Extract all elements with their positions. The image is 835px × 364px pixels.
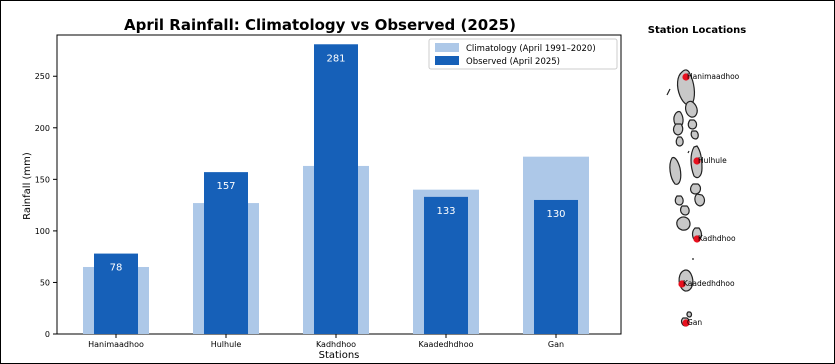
x-axis-ticks: Hanimaadhoo Hulhule Kadhdhoo Kaadedhdhoo Gan [88,334,564,349]
legend-swatch-climatology [435,43,459,52]
legend-box [428,38,618,70]
island-shaviyani [673,110,684,128]
map-title: Station Locations [648,25,747,36]
station-markers: Hanimaadhoo Hulhule Kadhdhoo Kaadedhdhoo Gan [678,72,740,327]
station-label: Gan [687,318,702,327]
station-marker [678,280,686,288]
y-tick-label: 100 [35,227,50,236]
atoll-shapes [669,69,706,327]
legend: Climatology (April 1991–2020) Observed (… [428,38,618,70]
x-tick-label: Hanimaadhoo [88,340,144,349]
observed-bar-label: 281 [326,53,345,64]
island-faafu [674,195,684,206]
island-baa [675,136,684,147]
island-sliver-mid [687,150,690,154]
observed-bar-label: 130 [546,209,565,220]
y-tick-label: 200 [35,124,50,133]
station-marker [682,73,690,81]
observed-bar [424,196,468,334]
observed-bar-label: 78 [110,263,123,274]
y-axis-ticks: 0 50 100 150 200 250 [35,72,57,339]
observed-bar-label: 157 [216,181,235,192]
atoll-slivers [666,88,694,260]
observed-bar [534,199,578,334]
y-tick-label: 50 [40,278,50,287]
station-map: Station Locations Hanimaadhoo [648,25,747,327]
legend-label-climatology: Climatology (April 1991–2020) [466,44,596,54]
observed-bar [94,253,138,334]
bar-chart: April Rainfall: Climatology vs Observed … [22,16,622,361]
island-lhaviyani [690,130,699,140]
y-tick-label: 150 [35,175,50,184]
y-tick-label: 0 [45,330,50,339]
island-haa-dhaalu [685,100,698,118]
island-dhaalu [680,205,690,216]
y-axis-label: Rainfall (mm) [22,152,33,220]
chart-title: April Rainfall: Climatology vs Observed … [124,16,516,34]
station-label: Kadhdhoo [698,234,736,243]
observed-bar-label: 133 [436,206,455,217]
island-meemu [694,193,706,207]
island-gnaviyani [686,311,693,318]
station-label: Kaadedhdhoo [683,279,735,288]
island-noonu [672,123,684,136]
station-label: Hanimaadhoo [687,72,740,81]
observed-bar [204,172,248,334]
observed-bar [314,44,358,335]
y-tick-label: 250 [35,72,50,81]
station-marker [682,319,690,327]
station-marker [693,235,701,243]
island-raa [687,119,698,130]
island-alif-alif [669,156,682,185]
island-sliver-north [666,88,671,96]
station-marker [693,157,701,165]
observed-bars [94,44,578,335]
x-axis-label: Stations [319,350,360,361]
island-thaa [676,216,691,231]
bar-value-labels: 78 157 281 133 130 [110,53,566,273]
legend-swatch-observed [435,56,459,65]
island-vaavu [690,183,702,195]
station-label: Hulhule [698,156,727,165]
x-tick-label: Gan [548,340,564,349]
legend-label-observed: Observed (April 2025) [466,57,560,67]
x-tick-label: Kaadedhdhoo [419,340,474,349]
x-tick-label: Kadhdhoo [316,340,356,349]
x-tick-label: Hulhule [211,340,242,349]
